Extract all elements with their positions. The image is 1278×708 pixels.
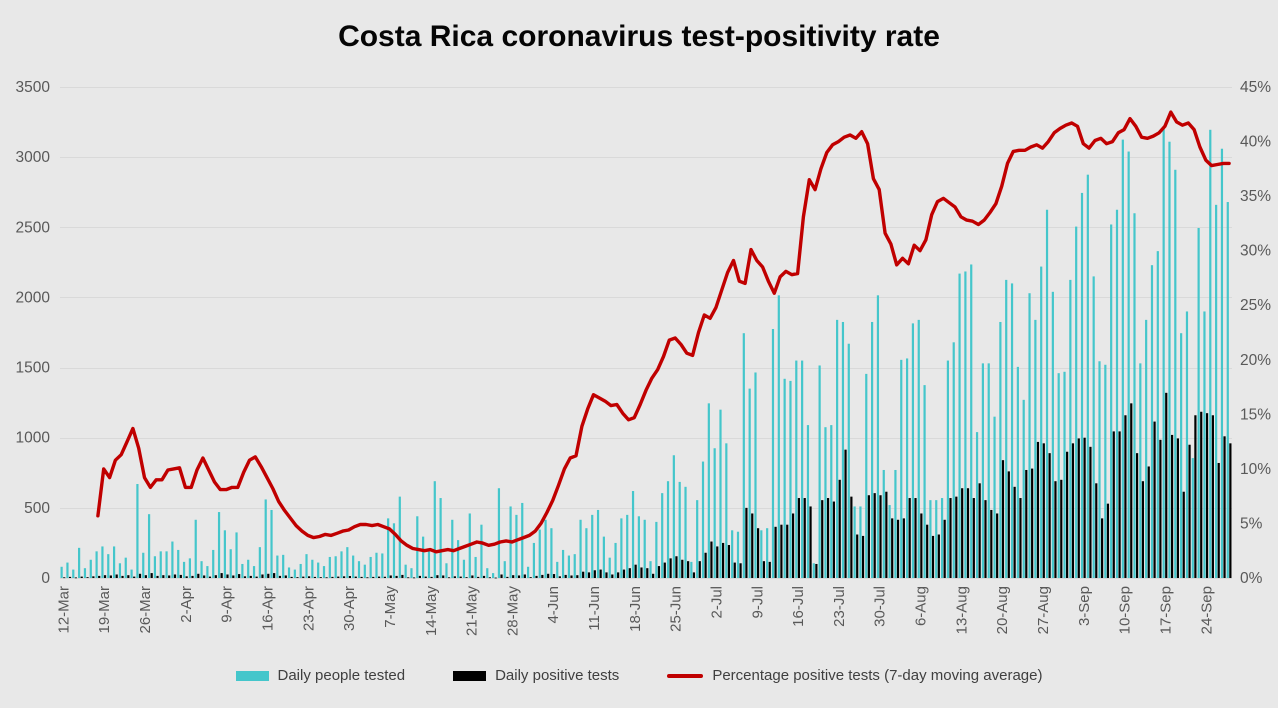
- left-axis-labels: 0 500 1000 1500 2000 2500 3000 3500: [16, 79, 51, 587]
- right-axis-labels: 0% 5% 10% 15% 20% 25% 30% 35% 40% 45%: [1240, 79, 1271, 587]
- svg-text:7-May: 7-May: [382, 586, 399, 628]
- svg-text:3500: 3500: [16, 79, 51, 96]
- positivity-line: [96, 110, 1231, 554]
- svg-text:25-Jun: 25-Jun: [668, 586, 685, 632]
- svg-text:2500: 2500: [16, 219, 51, 236]
- svg-text:35%: 35%: [1240, 188, 1271, 205]
- svg-text:13-Aug: 13-Aug: [953, 586, 970, 634]
- chart-legend: Daily people tested Daily positive tests…: [0, 667, 1278, 684]
- svg-text:20%: 20%: [1240, 352, 1271, 369]
- svg-text:40%: 40%: [1240, 134, 1271, 151]
- svg-text:15%: 15%: [1240, 406, 1271, 423]
- svg-text:30-Apr: 30-Apr: [341, 586, 358, 631]
- svg-text:4-Jun: 4-Jun: [545, 586, 562, 624]
- tested-series-swatch: [235, 670, 269, 681]
- chart-title: Costa Rica coronavirus test-positivity r…: [338, 20, 940, 53]
- svg-text:16-Jul: 16-Jul: [790, 586, 807, 627]
- svg-text:30%: 30%: [1240, 243, 1271, 260]
- svg-text:18-Jun: 18-Jun: [627, 586, 644, 632]
- legend-label-positivity-line: Percentage positive tests (7-day moving …: [712, 667, 1043, 684]
- legend-label-positive: Daily positive tests: [495, 667, 620, 684]
- svg-text:25%: 25%: [1240, 297, 1271, 314]
- svg-text:26-Mar: 26-Mar: [137, 586, 154, 634]
- positivity-line-swatch: [667, 673, 704, 678]
- svg-text:14-May: 14-May: [423, 586, 440, 637]
- svg-text:12-Mar: 12-Mar: [55, 586, 72, 634]
- svg-text:21-May: 21-May: [464, 586, 481, 637]
- svg-text:10-Sep: 10-Sep: [1117, 586, 1134, 634]
- svg-text:2-Apr: 2-Apr: [178, 586, 195, 623]
- svg-text:45%: 45%: [1240, 79, 1271, 96]
- svg-text:28-May: 28-May: [504, 586, 521, 637]
- svg-text:9-Apr: 9-Apr: [219, 586, 236, 623]
- x-axis-labels: 12-Mar 19-Mar 26-Mar 2-Apr 9-Apr 16-Apr 23-Apr…: [55, 586, 1215, 637]
- svg-text:9-Jul: 9-Jul: [749, 586, 766, 619]
- svg-text:3-Sep: 3-Sep: [1076, 586, 1093, 626]
- svg-text:0: 0: [41, 570, 50, 587]
- svg-text:17-Sep: 17-Sep: [1157, 586, 1174, 634]
- tested-bars-series: [60, 128, 1229, 579]
- svg-text:6-Aug: 6-Aug: [913, 586, 930, 626]
- positive-bars-series: [63, 392, 1232, 579]
- svg-text:16-Apr: 16-Apr: [260, 586, 277, 631]
- svg-text:30-Jul: 30-Jul: [872, 586, 889, 627]
- positive-series-swatch: [453, 670, 487, 681]
- svg-text:500: 500: [24, 500, 50, 517]
- legend-label-tested: Daily people tested: [277, 667, 406, 684]
- svg-text:0%: 0%: [1240, 570, 1263, 587]
- legend-item-positivity-line: Percentage positive tests (7-day moving …: [667, 667, 1042, 684]
- legend-item-positive: Daily positive tests: [453, 667, 619, 684]
- svg-text:2-Jul: 2-Jul: [709, 586, 726, 619]
- svg-text:27-Aug: 27-Aug: [1035, 586, 1052, 634]
- svg-text:19-Mar: 19-Mar: [96, 586, 113, 634]
- gridlines: [60, 87, 1232, 579]
- svg-text:20-Aug: 20-Aug: [994, 586, 1011, 634]
- svg-text:10%: 10%: [1240, 461, 1271, 478]
- svg-text:11-Jun: 11-Jun: [586, 586, 603, 631]
- svg-text:1500: 1500: [16, 360, 51, 377]
- svg-text:5%: 5%: [1240, 515, 1263, 532]
- svg-text:24-Sep: 24-Sep: [1198, 586, 1215, 634]
- svg-text:23-Apr: 23-Apr: [300, 586, 317, 631]
- svg-text:2000: 2000: [16, 289, 51, 306]
- svg-text:23-Jul: 23-Jul: [831, 586, 848, 627]
- svg-text:3000: 3000: [16, 149, 51, 166]
- legend-item-tested: Daily people tested: [235, 667, 406, 684]
- svg-text:1000: 1000: [16, 430, 51, 447]
